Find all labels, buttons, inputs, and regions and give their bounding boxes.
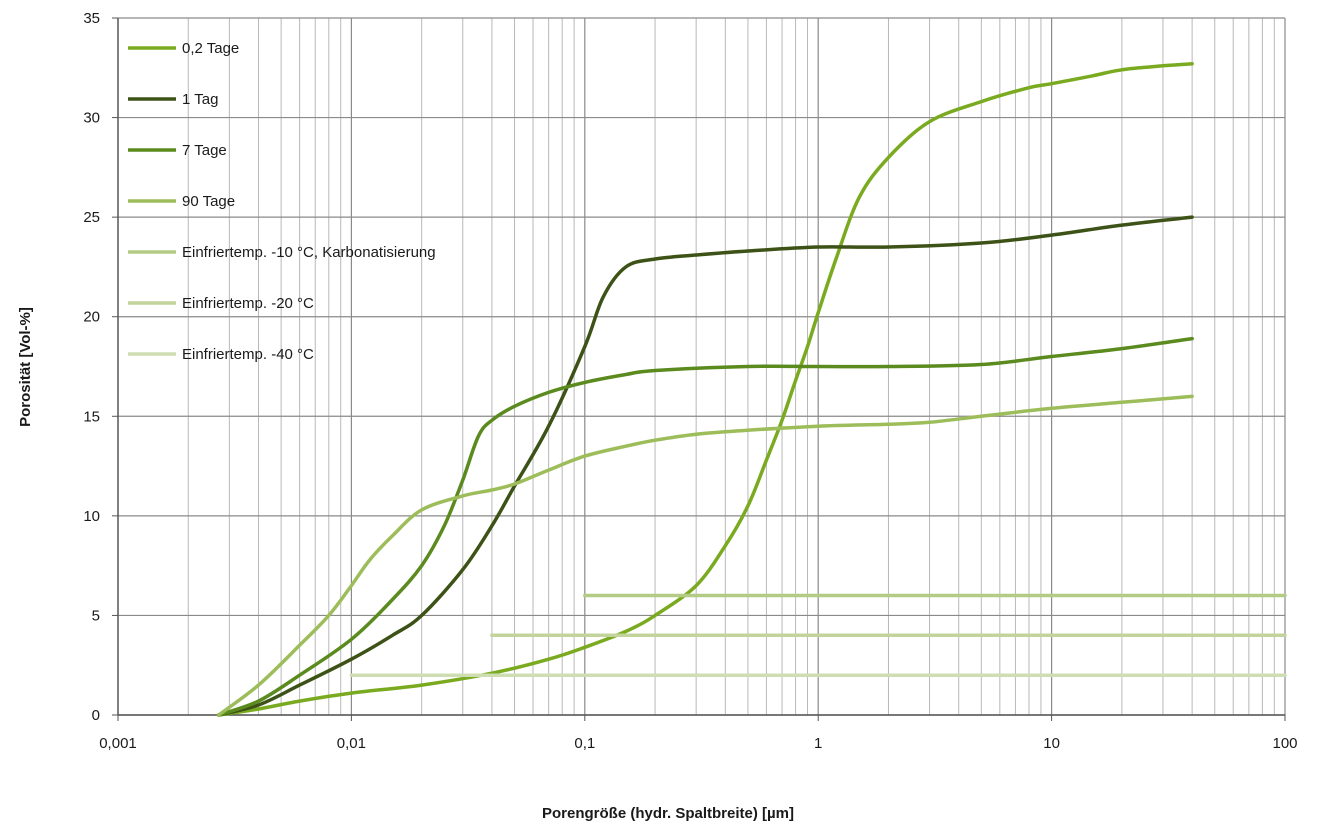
x-tick-label: 0,01: [337, 735, 366, 752]
y-tick-label: 10: [83, 508, 100, 525]
legend-label-5: Einfriertemp. -10 °C, Karbonatisierung: [182, 244, 436, 261]
series-line-1: [216, 62, 1194, 717]
legend-label-4: 90 Tage: [182, 193, 235, 210]
y-axis-title: Porosität [Vol-%]: [17, 307, 34, 427]
legend: 0,2 Tage 1 Tag 7 Tage 90 Tage Einfriertemp. …: [128, 40, 436, 363]
x-tick-label: 10: [1043, 735, 1060, 752]
x-tick-label: 0,1: [574, 735, 595, 752]
y-tick-label: 0: [92, 707, 100, 724]
series-line-3: [216, 336, 1194, 717]
x-tick-label: 100: [1272, 735, 1297, 752]
legend-label-1: 0,2 Tage: [182, 40, 239, 57]
legend-label-7: Einfriertemp. -40 °C: [182, 346, 314, 363]
series-line-2: [216, 215, 1194, 717]
y-tick-label: 15: [83, 408, 100, 425]
x-axis-title: Porengröße (hydr. Spaltbreite) [µm]: [542, 805, 794, 822]
series-lines: [216, 62, 1287, 717]
y-tick-label: 30: [83, 110, 100, 127]
y-tick-label: 35: [83, 10, 100, 27]
x-tick-label: 1: [814, 735, 822, 752]
tick-labels: 0,001 0,01 0,1 1 10 100 0 5 10 15 20 25 30 35: [83, 10, 1297, 752]
legend-label-3: 7 Tage: [182, 142, 227, 159]
x-tick-label: 0,001: [99, 735, 137, 752]
axes: [117, 18, 1285, 716]
y-tick-label: 20: [83, 309, 100, 326]
legend-label-6: Einfriertemp. -20 °C: [182, 295, 314, 312]
y-tick-label: 25: [83, 209, 100, 226]
series-line-4: [216, 394, 1194, 717]
y-tick-label: 5: [92, 607, 100, 624]
legend-label-2: 1 Tag: [182, 91, 218, 108]
